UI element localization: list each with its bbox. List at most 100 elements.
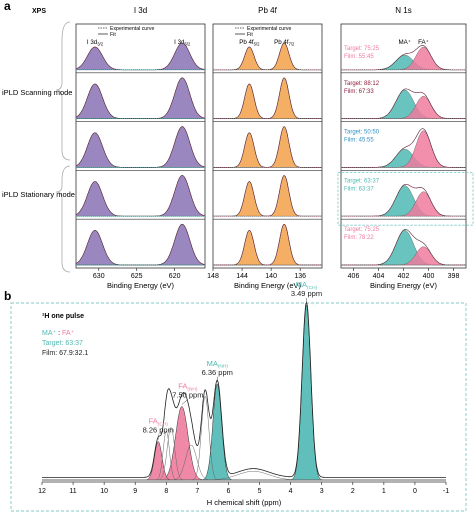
peak-fill-1-1-0 xyxy=(213,83,322,119)
experimental-curve-1-1 xyxy=(213,77,322,119)
nmr-component-line-7 xyxy=(42,444,446,481)
peak-fill-2-2-0 xyxy=(341,148,466,168)
xps-label: XPS xyxy=(32,8,46,15)
panel-b-label: b xyxy=(4,289,11,303)
panel-title-1: Pb 4f xyxy=(258,6,277,15)
nmr-component-line-4 xyxy=(42,395,446,481)
stationary-brace xyxy=(55,165,71,273)
n1s-highlight-box xyxy=(337,171,474,226)
nmr-legend-title: MA⁺ : FA⁺ xyxy=(42,330,75,337)
n1s-film-2: Film: 45:55 xyxy=(344,138,374,144)
nmr-x-tick-label-13: -1 xyxy=(443,488,449,495)
x-tick-label-2-3: 400 xyxy=(423,273,435,280)
experimental-curve-1-0 xyxy=(213,42,322,71)
nmr-x-tick-label-9: 3 xyxy=(320,488,324,495)
nmr-x-tick-label-10: 2 xyxy=(351,488,355,495)
nmr-x-tick-label-11: 1 xyxy=(382,488,386,495)
panel-title-0: I 3d xyxy=(134,6,147,15)
peak-fill-1-0-1 xyxy=(213,42,322,70)
peak-fill-1-2-0 xyxy=(213,132,322,168)
x-tick-label-1-0: 148 xyxy=(207,273,219,280)
nmr-technique-label: ¹H one pulse xyxy=(42,313,84,320)
n1s-panel: N 1s 406 404 402 400 398 Binding Energy (eV) MA… xyxy=(337,6,474,290)
nmr-x-tick-label-2: 10 xyxy=(100,488,108,495)
legend-exp-label-1: Experimental curve xyxy=(247,26,292,32)
peak-fill-1-1-1 xyxy=(213,77,322,119)
legend-exp-label-0: Experimental curve xyxy=(110,26,155,32)
nmr-x-tick-label-3: 9 xyxy=(133,488,137,495)
fit-curve-1-1 xyxy=(213,77,322,119)
nmr-x-tick-label-6: 6 xyxy=(227,488,231,495)
n1s-target-3: Target: 63:37 xyxy=(344,178,380,184)
nmr-annotation-label-0: MA(CH) xyxy=(296,280,318,291)
nmr-annotation-label-1: MA(NH) xyxy=(207,359,229,370)
nmr-annotation-leader-2 xyxy=(181,399,189,405)
peak-fill-1-4-0 xyxy=(213,230,322,266)
experimental-curve-0-2 xyxy=(75,126,206,168)
legend-fit-label-0: Fit xyxy=(110,32,116,38)
peak-fill-1-3-0 xyxy=(213,181,322,217)
nmr-target: Target: 63:37 xyxy=(42,340,83,347)
nmr-component-fill-3 xyxy=(42,441,446,481)
nmr-x-tick-label-0: 12 xyxy=(38,488,46,495)
nmr-x-tick-label-1: 11 xyxy=(69,488,76,495)
nmr-annotation-value-0: 3.49 ppm xyxy=(291,289,322,298)
nmr-annotation-label-3: FA(CH) xyxy=(149,417,169,428)
nmr-x-tick-label-7: 5 xyxy=(258,488,262,495)
n1s-target-1: Target: 88:12 xyxy=(344,81,380,87)
peak-label-1-1: Pb 4f7/2 xyxy=(274,39,295,47)
x-tick-label-2-4: 398 xyxy=(448,273,460,280)
x-axis-label-1: Binding Energy (eV) xyxy=(234,281,302,290)
panel-title-2: N 1s xyxy=(395,6,411,15)
x-axis-label-0: Binding Energy (eV) xyxy=(107,281,175,290)
x-tick-label-0-2: 620 xyxy=(169,273,181,280)
nmr-x-tick-label-4: 8 xyxy=(164,488,168,495)
fit-curve-1-3 xyxy=(213,175,322,217)
scanning-mode-label: iPLD Scanning mode xyxy=(2,88,72,97)
nmr-film: Film: 67.9:32.1 xyxy=(42,350,88,357)
nmr-x-axis-label: H chemical shift (ppm) xyxy=(207,498,282,507)
n1s-film-0: Film: 55:45 xyxy=(344,54,374,60)
experimental-curve-0-4 xyxy=(75,223,206,266)
x-tick-label-1-2: 140 xyxy=(265,273,277,280)
nmr-component-fill-0 xyxy=(42,304,446,481)
n1s-film-4: Film: 78:22 xyxy=(344,235,374,241)
experimental-curve-1-2 xyxy=(213,126,322,168)
n1s-target-4: Target: 75:25 xyxy=(344,227,380,233)
fit-curve-1-4 xyxy=(213,224,322,266)
peak-label-0-0: I 3d3/2 xyxy=(87,39,104,47)
nmr-x-tick-label-12: 0 xyxy=(413,488,417,495)
peak-fill-1-0-0 xyxy=(213,46,322,70)
nmr-envelope xyxy=(42,301,446,478)
nmr-x-tick-label-5: 7 xyxy=(195,488,199,495)
x-tick-label-2-0: 406 xyxy=(348,273,360,280)
x-tick-label-2-1: 404 xyxy=(373,273,385,280)
nmr-dashed-frame xyxy=(10,302,467,512)
n1s-film-3: Film: 63:37 xyxy=(344,186,374,192)
scanning-brace xyxy=(55,21,71,161)
peak-label-1-0: Pb 4f5/2 xyxy=(239,39,260,47)
experimental-curve-1-3 xyxy=(213,175,322,217)
legend-fit-label-1: Fit xyxy=(247,32,253,38)
x-tick-label-1-3: 136 xyxy=(294,273,306,280)
panel-frame-1 xyxy=(212,23,323,269)
peak-fill-1-2-1 xyxy=(213,126,322,168)
nmr-x-tick-label-8: 4 xyxy=(289,488,293,495)
x-axis-label-2: Binding Energy (eV) xyxy=(370,281,438,290)
n1s-film-1: Film: 67:33 xyxy=(344,89,374,95)
experimental-curve-1-4 xyxy=(213,224,322,266)
x-tick-label-1-1: 144 xyxy=(236,273,248,280)
stationary-mode-label: iPLD Stationary mode xyxy=(2,190,75,199)
nmr-component-line-8 xyxy=(42,471,446,481)
nmr-annotation-label-2: FA(NH) xyxy=(178,382,198,393)
nmr-annotation-value-1: 6.36 ppm xyxy=(202,368,233,377)
peak-label-2-0: MA⁺ xyxy=(398,39,411,46)
nmr-annotation-value-3: 8.26 ppm xyxy=(143,426,174,435)
peak-fill-1-4-1 xyxy=(213,224,322,266)
x-tick-label-2-2: 402 xyxy=(398,273,410,280)
experimental-curve-0-3 xyxy=(75,175,206,217)
panel-a-label: a xyxy=(4,0,11,13)
